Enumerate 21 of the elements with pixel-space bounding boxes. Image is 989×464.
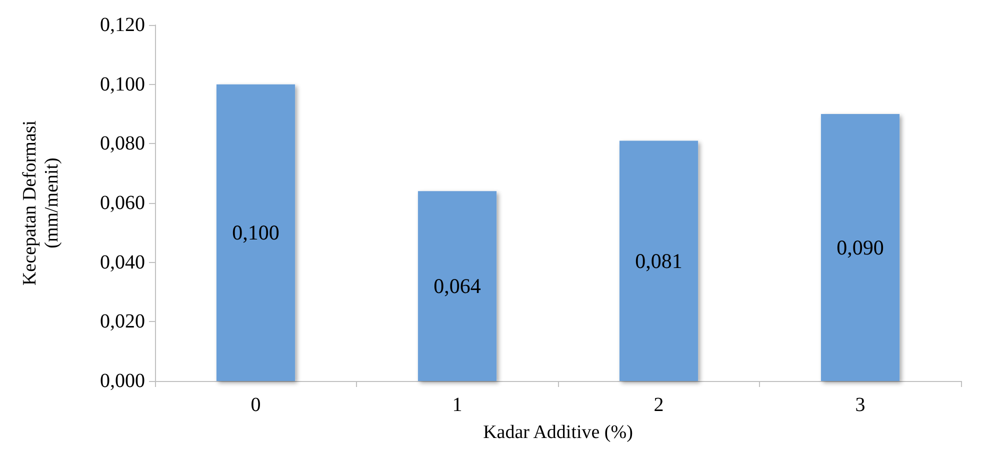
x-tick-label: 0 (250, 394, 261, 416)
y-tick-label: 0,060 (100, 192, 145, 214)
data-label: 0,100 (232, 220, 280, 245)
y-tick-label: 0,040 (100, 251, 145, 274)
data-label: 0,081 (635, 248, 682, 273)
bar (619, 140, 698, 381)
y-tick-label: 0,080 (100, 132, 145, 155)
y-tick-label: 0,100 (100, 73, 145, 96)
x-tick-label: 2 (654, 394, 664, 416)
y-tick-label: 0,120 (100, 14, 145, 36)
bar (820, 114, 900, 381)
bar (418, 191, 497, 381)
data-label: 0,064 (434, 274, 482, 298)
y-axis-title: Kecepatan Deformasi (mm/menit) (20, 120, 62, 286)
x-axis-title: Kadar Additive (%) (483, 422, 633, 443)
data-label: 0,090 (836, 236, 884, 260)
x-tick-label: 1 (452, 394, 462, 416)
y-tick-label: 0,000 (100, 370, 145, 392)
y-tick-label: 0,020 (100, 310, 145, 333)
x-tick-label: 3 (855, 394, 866, 416)
bar (216, 84, 296, 381)
